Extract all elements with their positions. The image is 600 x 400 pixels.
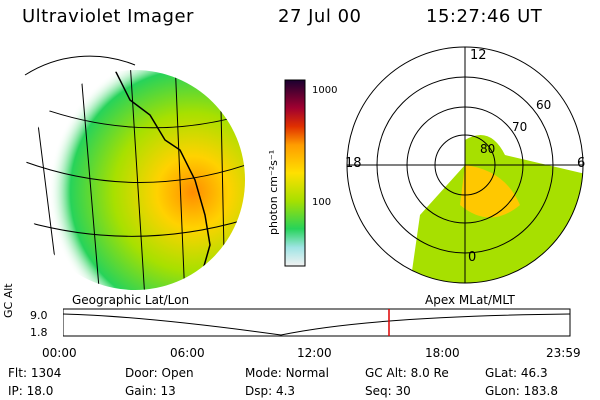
tick-2359: 23:59 (546, 346, 581, 360)
tick-0600: 06:00 (170, 346, 205, 360)
polar-emission-core (460, 165, 520, 218)
polar-grid (346, 46, 584, 284)
altitude-timeline (63, 308, 571, 337)
mlt-6: 6 (577, 156, 585, 171)
mlt-0: 0 (468, 250, 476, 265)
info-gain: Gain: 13 (125, 384, 176, 398)
limb-line (24, 55, 136, 76)
mlat-70: 70 (512, 120, 527, 134)
mlat-80: 80 (480, 142, 495, 156)
info-mode: Mode: Normal (245, 366, 329, 380)
timeline-frame (63, 308, 571, 337)
info-ip: IP: 18.0 (8, 384, 54, 398)
polar-plot: 12 18 6 0 60 70 80 (345, 46, 585, 284)
colorbar: 1000 100 photon cm⁻²s⁻¹ (267, 79, 337, 267)
tick-0000: 00:00 (42, 346, 77, 360)
info-glon: GLon: 183.8 (485, 384, 558, 398)
tick-1800: 18:00 (425, 346, 460, 360)
time-label: 15:27:46 UT (426, 6, 543, 27)
info-glat: GLat: 46.3 (485, 366, 548, 380)
info-dsp: Dsp: 4.3 (245, 384, 296, 398)
coastline (114, 70, 211, 290)
colorbar-label-1000: 1000 (312, 85, 337, 96)
mlat-60: 60 (536, 98, 551, 112)
mlt-12: 12 (470, 48, 487, 63)
timeline-axis-label: GC Alt (2, 283, 15, 318)
info-gc-alt: GC Alt: 8.0 Re (365, 366, 449, 380)
colorbar-label-100: 100 (312, 197, 331, 208)
geographic-map (24, 55, 245, 290)
timeline-y-max: 9.0 (30, 309, 48, 322)
colorbar-gradient (284, 79, 306, 267)
tick-1200: 12:00 (297, 346, 332, 360)
mlt-18: 18 (345, 156, 362, 171)
geo-caption: Geographic Lat/Lon (72, 293, 190, 307)
info-flt: Flt: 1304 (8, 366, 62, 380)
timeline-y-min: 1.8 (30, 326, 48, 339)
app-title: Ultraviolet Imager (22, 6, 194, 27)
altitude-curve (63, 313, 571, 336)
colorbar-unit: photon cm⁻²s⁻¹ (267, 150, 280, 235)
polar-caption: Apex MLat/MLT (425, 293, 515, 307)
info-seq: Seq: 30 (365, 384, 411, 398)
date-label: 27 Jul 00 (278, 6, 362, 27)
info-door: Door: Open (125, 366, 194, 380)
aurora-emission (25, 70, 245, 290)
